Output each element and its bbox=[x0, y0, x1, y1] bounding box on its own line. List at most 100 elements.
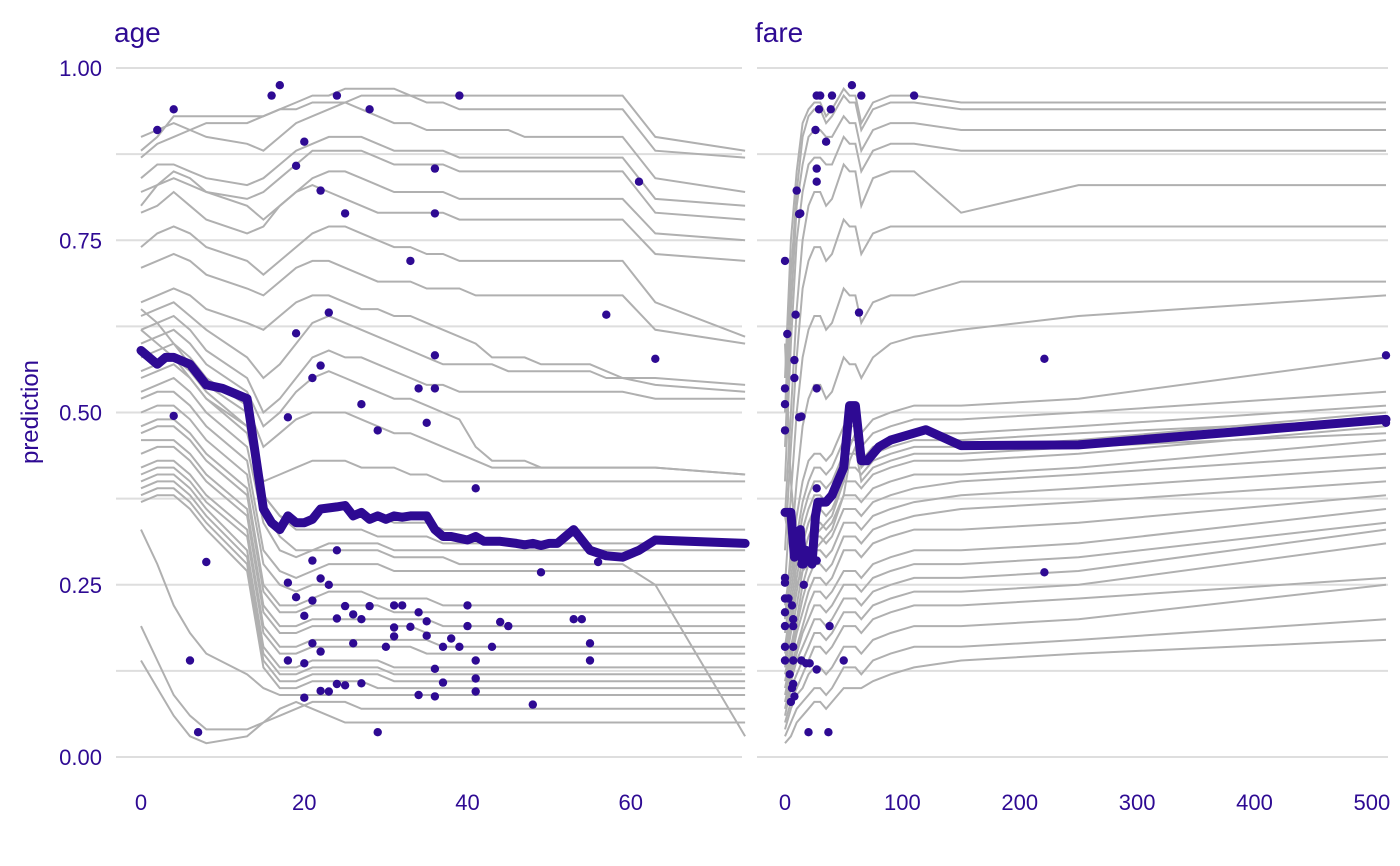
observation-point bbox=[430, 384, 440, 393]
observation-point bbox=[569, 615, 578, 624]
observation-point bbox=[316, 647, 325, 656]
y-tick-label: 1.00 bbox=[59, 56, 102, 81]
observation-point bbox=[308, 639, 317, 648]
observation-points bbox=[153, 81, 660, 737]
ice-profile-line bbox=[784, 583, 1387, 730]
observation-point bbox=[357, 615, 366, 624]
observation-point bbox=[812, 384, 821, 393]
observation-point bbox=[340, 209, 350, 218]
ice-profile-line bbox=[140, 101, 746, 193]
observation-point bbox=[812, 177, 821, 186]
observation-point bbox=[438, 678, 448, 687]
observation-point bbox=[430, 664, 440, 673]
observation-point bbox=[300, 611, 309, 620]
observation-point bbox=[789, 615, 798, 624]
observation-point bbox=[291, 161, 301, 170]
observation-point bbox=[789, 621, 798, 631]
x-tick-label: 300 bbox=[1119, 790, 1156, 815]
observation-point bbox=[780, 400, 790, 409]
observation-point bbox=[357, 679, 366, 688]
observation-point bbox=[349, 639, 358, 648]
ice-profile-line bbox=[784, 452, 1387, 668]
observation-point bbox=[430, 692, 440, 701]
observation-point bbox=[857, 91, 866, 100]
observation-point bbox=[365, 601, 374, 611]
x-tick-label: 100 bbox=[884, 790, 921, 815]
ice-profile-line bbox=[140, 473, 746, 669]
ice-profile-line bbox=[140, 342, 746, 476]
observation-point bbox=[487, 642, 497, 651]
observation-point bbox=[811, 125, 820, 135]
observation-point bbox=[825, 621, 834, 631]
observation-point bbox=[283, 656, 293, 665]
observation-point bbox=[789, 642, 798, 651]
observation-points bbox=[780, 81, 1391, 737]
ice-profile-line bbox=[784, 528, 1387, 710]
observation-point bbox=[585, 656, 595, 665]
ice-profile-line bbox=[140, 94, 746, 159]
observation-point bbox=[634, 177, 644, 186]
average-profile-line bbox=[780, 401, 1391, 569]
observation-point bbox=[153, 125, 162, 135]
observation-point bbox=[780, 256, 790, 266]
ice-profiles bbox=[784, 86, 1387, 744]
panel-fare: fare 0 100 200 300 400 500 bbox=[755, 17, 1391, 815]
observation-point bbox=[381, 642, 391, 651]
observation-point bbox=[422, 617, 431, 626]
observation-point bbox=[316, 574, 325, 583]
observation-point bbox=[812, 164, 821, 173]
observation-point bbox=[847, 81, 857, 90]
observation-point bbox=[324, 308, 333, 317]
observation-point bbox=[185, 656, 195, 665]
ice-profile-line bbox=[784, 294, 1387, 620]
observation-point bbox=[414, 608, 423, 617]
observation-point bbox=[414, 690, 423, 700]
observation-point bbox=[283, 578, 293, 587]
observation-point bbox=[789, 679, 798, 689]
observation-point bbox=[340, 601, 350, 611]
observation-point bbox=[602, 310, 611, 319]
observation-point bbox=[791, 310, 800, 319]
y-axis-label: prediction bbox=[17, 360, 44, 464]
ice-profile-line bbox=[784, 480, 1387, 682]
x-tick-label: 60 bbox=[619, 790, 643, 815]
observation-point bbox=[357, 400, 366, 409]
ice-profile-line bbox=[140, 87, 746, 159]
observation-point bbox=[839, 656, 848, 665]
observation-point bbox=[504, 621, 513, 631]
ice-profile-line bbox=[784, 356, 1387, 606]
ice-profile-line bbox=[140, 487, 746, 683]
ice-profile-line bbox=[784, 217, 1386, 551]
observation-point bbox=[1381, 351, 1391, 360]
observation-point bbox=[291, 329, 301, 338]
observation-point bbox=[471, 687, 480, 696]
observation-point bbox=[438, 642, 448, 651]
ice-profile-line bbox=[784, 162, 1386, 516]
x-tick-label: 0 bbox=[135, 790, 147, 815]
observation-point bbox=[324, 687, 333, 696]
observation-point bbox=[790, 692, 799, 701]
observation-point bbox=[790, 355, 799, 365]
observation-point bbox=[308, 556, 317, 565]
observation-point bbox=[275, 81, 284, 90]
y-tick-label: 0.50 bbox=[59, 401, 102, 426]
ice-profile-line bbox=[784, 521, 1387, 703]
observation-point bbox=[389, 601, 399, 610]
ice-profile-line bbox=[140, 184, 746, 262]
observation-point bbox=[805, 659, 814, 668]
x-tick-label: 200 bbox=[1001, 790, 1038, 815]
observation-point bbox=[780, 384, 790, 393]
ice-profile-line bbox=[140, 301, 746, 393]
observation-point bbox=[780, 426, 790, 435]
observation-point bbox=[463, 601, 472, 610]
observation-point bbox=[496, 617, 505, 627]
ice-profile-line bbox=[140, 659, 746, 745]
observation-point bbox=[816, 91, 825, 100]
ice-profile-line bbox=[141, 439, 746, 628]
y-tick-label: 0.00 bbox=[59, 745, 102, 770]
ice-profile-line bbox=[140, 404, 746, 593]
observation-point bbox=[804, 728, 813, 737]
observation-point bbox=[430, 209, 440, 218]
ice-profile-line bbox=[140, 252, 746, 345]
observation-point bbox=[780, 621, 790, 631]
